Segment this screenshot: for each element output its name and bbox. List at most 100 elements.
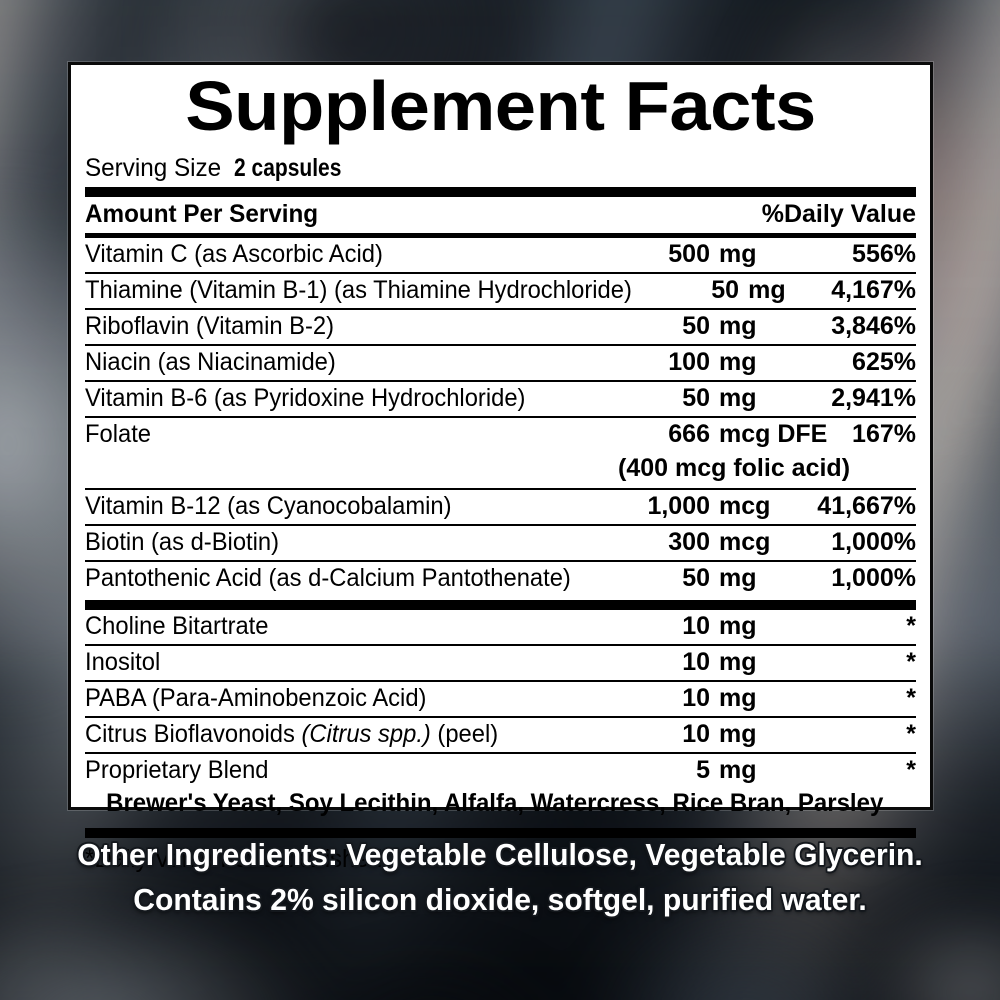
row-divider bbox=[85, 751, 916, 754]
nutrient-name: Folate bbox=[85, 419, 152, 448]
table-row: Citrus Bioflavonoids (Citrus spp.) (peel… bbox=[85, 718, 916, 752]
nutrient-amount: 500 bbox=[668, 239, 710, 268]
serving-size-line: Serving Size 2 capsules bbox=[85, 154, 916, 183]
nutrient-daily-value: 625% bbox=[852, 347, 916, 376]
nutrient-unit: mg bbox=[719, 719, 757, 748]
table-row: Vitamin B-6 (as Pyridoxine Hydrochloride… bbox=[85, 382, 916, 416]
nutrient-name: Vitamin B-12 (as Cyanocobalamin) bbox=[85, 491, 452, 520]
nutrient-amount: 50 bbox=[682, 383, 710, 412]
nutrient-daily-value: * bbox=[906, 611, 916, 640]
nutrient-daily-value: 167% bbox=[852, 419, 916, 448]
nutrient-amount: 10 bbox=[682, 719, 710, 748]
nutrient-amount: 1,000 bbox=[647, 491, 710, 520]
table-row: Folate 666 mcg DFE 167% bbox=[85, 418, 916, 452]
nutrient-daily-value: 3,846% bbox=[831, 311, 916, 340]
nutrient-name: Vitamin B-6 (as Pyridoxine Hydrochloride… bbox=[85, 383, 526, 412]
nutrient-daily-value: 556% bbox=[852, 239, 916, 268]
nutrient-name: Pantothenic Acid (as d-Calcium Pantothen… bbox=[85, 563, 571, 592]
nutrient-name: Proprietary Blend bbox=[85, 755, 269, 784]
row-divider bbox=[85, 679, 916, 682]
nutrient-daily-value: * bbox=[906, 755, 916, 784]
nutrient-amount: 10 bbox=[682, 611, 710, 640]
table-row: Riboflavin (Vitamin B-2) 50 mg 3,846% bbox=[85, 310, 916, 344]
table-row: PABA (Para-Aminobenzoic Acid) 10 mg * bbox=[85, 682, 916, 716]
nutrient-amount: 50 bbox=[682, 563, 710, 592]
proprietary-blend-ingredients: Brewer's Yeast, Soy Lecithin, Alfalfa, W… bbox=[106, 788, 884, 817]
nutrient-daily-value: 4,167% bbox=[831, 275, 916, 304]
nutrient-amount: 50 bbox=[711, 275, 740, 304]
daily-value-footnote: *Daily Value not established. bbox=[85, 844, 389, 873]
table-row: Choline Bitartrate 10 mg * bbox=[85, 610, 916, 644]
table-row: Niacin (as Niacinamide) 100 mg 625% bbox=[85, 346, 916, 380]
daily-value-header: %Daily Value bbox=[761, 199, 916, 228]
nutrient-name: Biotin (as d-Biotin) bbox=[85, 527, 280, 556]
row-divider bbox=[85, 487, 916, 490]
row-divider bbox=[85, 643, 916, 646]
nutrient-name: Citrus Bioflavonoids (Citrus spp.) (peel… bbox=[85, 719, 499, 748]
rule-between-groups bbox=[85, 599, 916, 610]
amount-per-serving-header: Amount Per Serving bbox=[85, 199, 319, 228]
nutrient-unit: mg bbox=[719, 239, 757, 268]
table-header-row: Amount Per Serving %Daily Value bbox=[85, 197, 916, 233]
nutrient-daily-value: 1,000% bbox=[831, 563, 916, 592]
other-ingredients-line-1: Other Ingredients: Vegetable Cellulose, … bbox=[77, 837, 923, 872]
supplement-facts-panel: Supplement Facts Serving Size 2 capsules… bbox=[68, 62, 933, 873]
nutrient-amount: 10 bbox=[682, 683, 710, 712]
row-divider bbox=[85, 343, 916, 346]
nutrient-unit: mg bbox=[719, 755, 757, 784]
other-ingredients-line-2: Contains 2% silicon dioxide, softgel, pu… bbox=[133, 882, 867, 918]
rule-above-footnote bbox=[85, 827, 916, 838]
table-row: Proprietary Blend 5 mg * bbox=[85, 754, 916, 788]
table-row: Pantothenic Acid (as d-Calcium Pantothen… bbox=[85, 562, 916, 596]
nutrient-unit: mg bbox=[719, 311, 757, 340]
nutrient-name: Thiamine (Vitamin B-1) (as Thiamine Hydr… bbox=[85, 275, 632, 304]
row-divider bbox=[85, 379, 916, 382]
nutrient-amount: 50 bbox=[682, 311, 710, 340]
nutrient-daily-value: * bbox=[906, 683, 916, 712]
table-row: Vitamin B-12 (as Cyanocobalamin) 1,000 mcg… bbox=[85, 490, 916, 524]
row-divider bbox=[85, 559, 916, 562]
row-divider bbox=[85, 307, 916, 310]
table-row: Inositol 10 mg * bbox=[85, 646, 916, 680]
nutrient-unit: mg bbox=[719, 683, 757, 712]
rule-under-serving-size bbox=[85, 186, 916, 197]
nutrient-unit: mg bbox=[719, 383, 757, 412]
table-row: Biotin (as d-Biotin) 300 mcg 1,000% bbox=[85, 526, 916, 560]
nutrient-name: Inositol bbox=[85, 647, 161, 676]
nutrient-unit: mcg bbox=[719, 491, 771, 520]
nutrient-name: Vitamin C (as Ascorbic Acid) bbox=[85, 239, 383, 268]
nutrient-subnote-row: (400 mcg folic acid) bbox=[85, 452, 916, 488]
nutrient-unit: mg bbox=[719, 611, 757, 640]
nutrient-amount: 10 bbox=[682, 647, 710, 676]
nutrient-daily-value: 1,000% bbox=[831, 527, 916, 556]
nutrient-unit: mg bbox=[719, 347, 757, 376]
page-title: Supplement Facts bbox=[185, 67, 816, 145]
nutrient-name: Choline Bitartrate bbox=[85, 611, 269, 640]
nutrient-amount: 5 bbox=[696, 755, 710, 784]
nutrient-daily-value: 2,941% bbox=[831, 383, 916, 412]
row-divider bbox=[85, 415, 916, 418]
nutrient-name: PABA (Para-Aminobenzoic Acid) bbox=[85, 683, 427, 712]
nutrient-unit: mg bbox=[719, 647, 757, 676]
nutrient-unit: mcg DFE bbox=[719, 419, 828, 448]
nutrient-name: Riboflavin (Vitamin B-2) bbox=[85, 311, 335, 340]
nutrient-daily-value: * bbox=[906, 719, 916, 748]
nutrient-unit: mg bbox=[719, 563, 757, 592]
nutrient-name: Niacin (as Niacinamide) bbox=[85, 347, 336, 376]
rule-under-header bbox=[85, 232, 916, 238]
nutrient-amount: 100 bbox=[668, 347, 710, 376]
row-divider bbox=[85, 271, 916, 274]
vitamin-rows-group: Vitamin C (as Ascorbic Acid) 500 mg 556% Thi… bbox=[85, 238, 916, 596]
nutrient-amount: 666 bbox=[668, 419, 710, 448]
nutrient-unit: mcg bbox=[719, 527, 771, 556]
table-row: Vitamin C (as Ascorbic Acid) 500 mg 556% bbox=[85, 238, 916, 272]
nutrient-daily-value: 41,667% bbox=[817, 491, 916, 520]
table-row: Thiamine (Vitamin B-1) (as Thiamine Hydr… bbox=[85, 274, 916, 308]
other-ingredients-block: Other Ingredients: Vegetable Cellulose, … bbox=[0, 832, 1000, 923]
nutrient-amount: 300 bbox=[668, 527, 710, 556]
nutrient-daily-value: * bbox=[906, 647, 916, 676]
row-divider bbox=[85, 523, 916, 526]
serving-size-value: 2 capsules bbox=[234, 153, 342, 182]
serving-size-label: Serving Size bbox=[85, 153, 222, 182]
nutrient-subnote: (400 mcg folic acid) bbox=[618, 453, 851, 482]
